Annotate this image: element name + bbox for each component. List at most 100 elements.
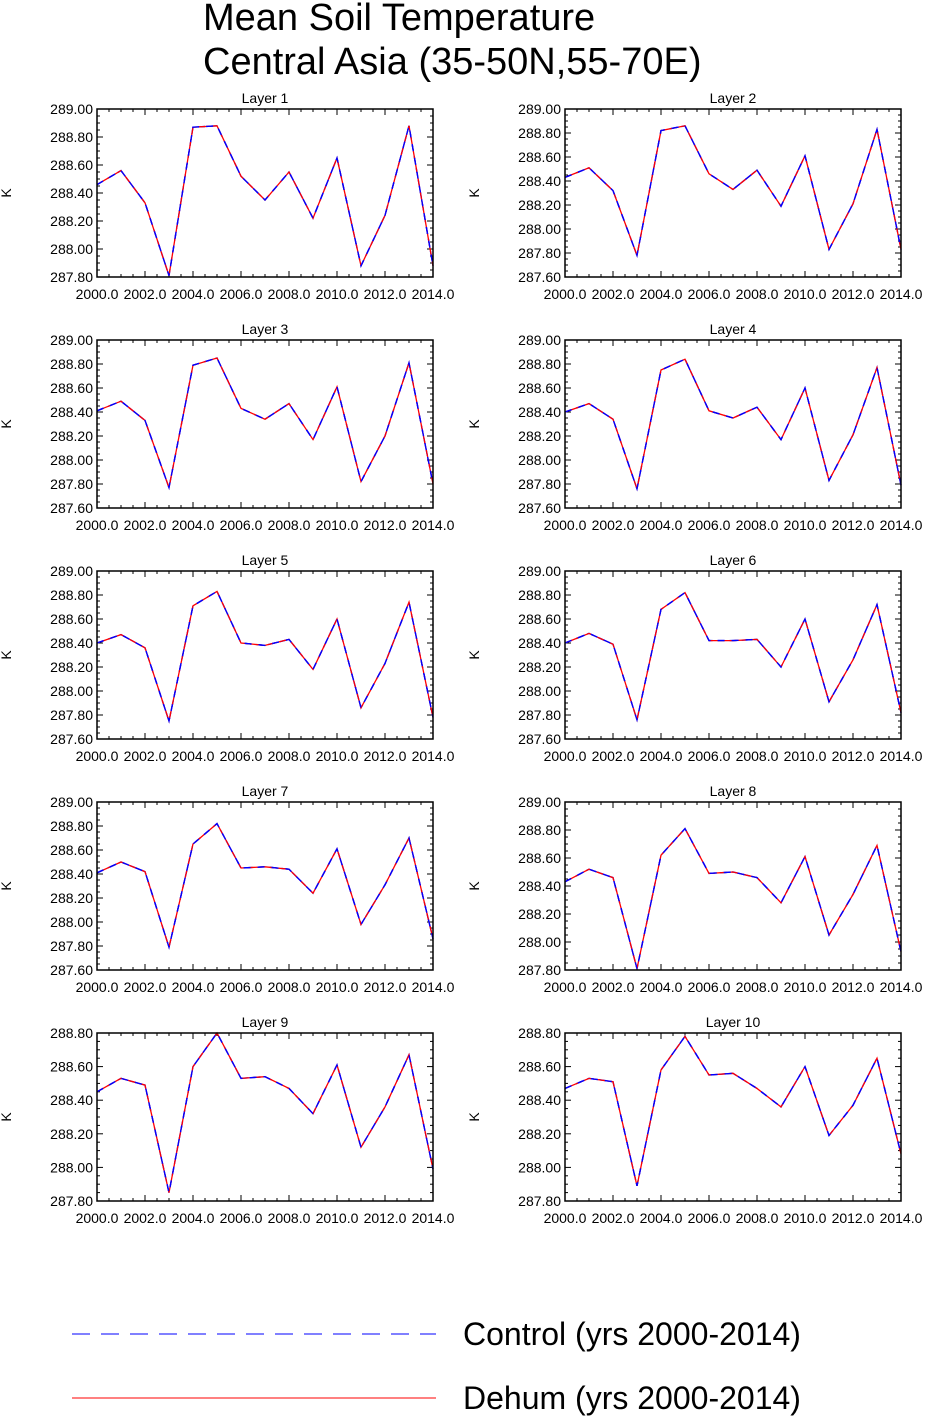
- panel-title: Layer 3: [242, 321, 289, 337]
- y-tick-label: 289.00: [518, 563, 561, 579]
- y-tick-label: 288.00: [518, 452, 561, 468]
- y-tick-label: 288.40: [50, 185, 93, 201]
- y-tick-label: 287.60: [50, 962, 93, 978]
- y-tick-label: 287.60: [518, 731, 561, 747]
- panel-layer-2: Layer 2 287.60 287.80 288.00 288.20 288.40 288…: [466, 90, 923, 302]
- x-tick-label: 2004.0: [640, 979, 683, 995]
- x-tick-label: 2002.0: [124, 979, 167, 995]
- x-tick-label: 2008.0: [736, 286, 779, 302]
- y-tick-label: 288.60: [518, 149, 561, 165]
- x-tick-label: 2004.0: [172, 979, 215, 995]
- y-tick-label: 288.60: [50, 1059, 93, 1075]
- y-tick-label: 288.40: [518, 635, 561, 651]
- series-line-control: [96, 357, 434, 491]
- y-tick-label: 288.00: [518, 934, 561, 950]
- series-line-control: [564, 1035, 902, 1187]
- x-tick-label: 2014.0: [880, 979, 923, 995]
- x-tick-label: 2004.0: [640, 517, 683, 533]
- y-tick-label: 288.80: [518, 125, 561, 141]
- y-axis-label: K: [466, 650, 482, 660]
- x-tick-label: 2012.0: [832, 517, 875, 533]
- series-line-control-overlay: [96, 125, 434, 276]
- series-line-control-overlay: [96, 357, 434, 491]
- series-line-control: [96, 1031, 434, 1193]
- y-tick-label: 289.00: [50, 563, 93, 579]
- x-tick-label: 2012.0: [364, 1210, 407, 1226]
- x-tick-label: 2008.0: [268, 748, 311, 764]
- plot-frame: [96, 339, 434, 509]
- figure-title-line1: Mean Soil Temperature: [203, 0, 595, 39]
- y-tick-label: 287.80: [518, 707, 561, 723]
- x-tick-label: 2006.0: [220, 286, 263, 302]
- y-tick-label: 288.00: [518, 683, 561, 699]
- y-tick-label: 288.40: [518, 173, 561, 189]
- x-tick-label: 2002.0: [592, 748, 635, 764]
- x-tick-label: 2000.0: [76, 286, 119, 302]
- y-axis-label: K: [0, 650, 14, 660]
- x-tick-label: 2010.0: [784, 517, 827, 533]
- panel-title: Layer 2: [710, 90, 757, 106]
- x-tick-label: 2014.0: [412, 517, 455, 533]
- y-tick-label: 287.60: [50, 500, 93, 516]
- y-tick-label: 288.20: [50, 1126, 93, 1142]
- panel-title: Layer 9: [242, 1014, 289, 1030]
- y-tick-label: 287.60: [518, 269, 561, 285]
- x-tick-label: 2008.0: [268, 517, 311, 533]
- x-tick-label: 2006.0: [220, 517, 263, 533]
- x-tick-label: 2006.0: [688, 286, 731, 302]
- x-tick-label: 2014.0: [412, 1210, 455, 1226]
- x-tick-label: 2000.0: [544, 517, 587, 533]
- x-tick-label: 2000.0: [76, 517, 119, 533]
- series-line-control: [564, 358, 902, 492]
- y-tick-label: 288.00: [50, 1159, 93, 1175]
- x-tick-label: 2002.0: [124, 1210, 167, 1226]
- plot-frame: [564, 570, 902, 740]
- y-tick-label: 288.80: [518, 1025, 561, 1041]
- y-tick-label: 288.40: [50, 635, 93, 651]
- y-tick-label: 288.80: [50, 129, 93, 145]
- x-tick-label: 2000.0: [544, 979, 587, 995]
- y-axis-label: K: [466, 1112, 482, 1122]
- y-tick-label: 288.40: [518, 1092, 561, 1108]
- x-tick-label: 2012.0: [364, 517, 407, 533]
- y-tick-label: 288.20: [50, 213, 93, 229]
- panel-title: Layer 10: [706, 1014, 761, 1030]
- x-tick-label: 2012.0: [832, 748, 875, 764]
- panel-title: Layer 7: [242, 783, 289, 799]
- y-axis-label: K: [466, 188, 482, 198]
- y-tick-label: 288.40: [518, 404, 561, 420]
- x-tick-label: 2004.0: [640, 286, 683, 302]
- panel-layer-5: Layer 5 287.60 287.80 288.00 288.20 288.40 288…: [0, 552, 455, 764]
- y-axis-label: K: [466, 419, 482, 429]
- x-tick-label: 2010.0: [316, 286, 359, 302]
- series-line-control: [564, 125, 902, 258]
- y-tick-label: 288.00: [50, 452, 93, 468]
- series-line-dehum: [96, 357, 434, 491]
- y-tick-label: 288.60: [518, 380, 561, 396]
- legend-label-control: Control (yrs 2000-2014): [463, 1316, 801, 1352]
- y-tick-label: 289.00: [518, 101, 561, 117]
- plot-frame: [564, 1032, 902, 1202]
- panel-layer-9: Layer 9 287.80 288.00 288.20 288.40 288.60 288…: [0, 1014, 455, 1226]
- x-tick-label: 2012.0: [832, 979, 875, 995]
- y-tick-label: 287.80: [50, 707, 93, 723]
- panel-layer-10: Layer 10 287.80 288.00 288.20 288.40 288.60 28…: [466, 1014, 923, 1226]
- x-tick-label: 2006.0: [688, 748, 731, 764]
- y-tick-label: 288.00: [518, 1159, 561, 1175]
- y-axis-label: K: [0, 881, 14, 891]
- y-tick-label: 288.60: [50, 611, 93, 627]
- plot-frame: [96, 1032, 434, 1202]
- y-tick-label: 289.00: [518, 794, 561, 810]
- series-line-dehum: [96, 822, 434, 950]
- y-tick-label: 288.20: [518, 1126, 561, 1142]
- y-tick-label: 288.20: [50, 428, 93, 444]
- y-tick-label: 288.00: [50, 241, 93, 257]
- x-tick-label: 2006.0: [220, 979, 263, 995]
- x-tick-label: 2006.0: [688, 979, 731, 995]
- y-tick-label: 288.40: [50, 866, 93, 882]
- x-tick-label: 2002.0: [592, 979, 635, 995]
- x-tick-label: 2012.0: [832, 286, 875, 302]
- x-tick-label: 2008.0: [268, 1210, 311, 1226]
- x-tick-label: 2004.0: [640, 748, 683, 764]
- plot-frame: [96, 801, 434, 971]
